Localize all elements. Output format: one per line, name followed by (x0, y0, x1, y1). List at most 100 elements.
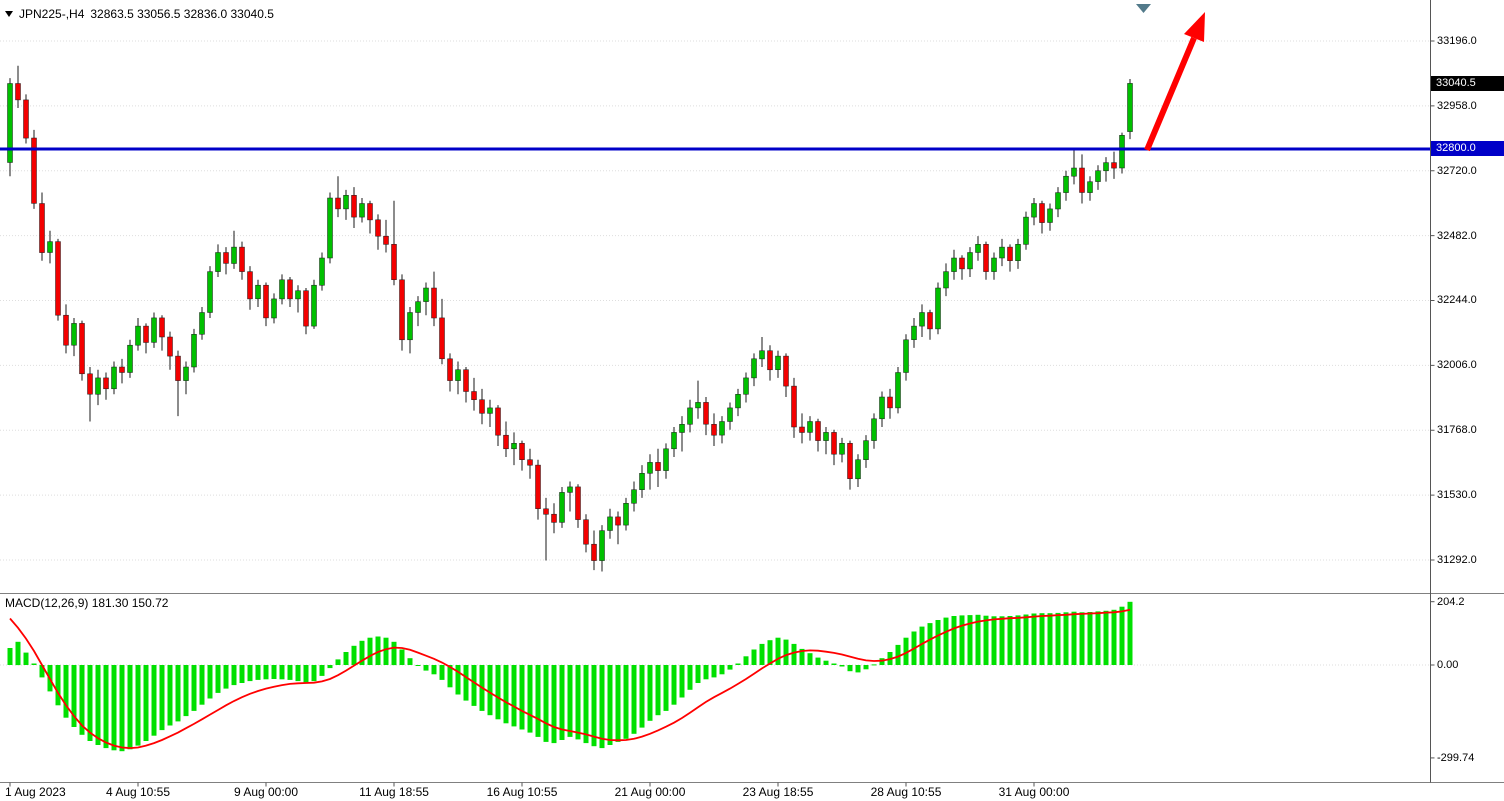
chart-ohlc-header: JPN225-,H4 32863.5 33056.5 32836.0 33040… (5, 7, 274, 21)
candle-body (1007, 246, 1013, 261)
macd-histogram-bar (63, 665, 69, 718)
macd-histogram-bar (991, 616, 997, 665)
price-axis-label: 31768.0 (1437, 424, 1477, 437)
macd-histogram-bar (735, 663, 741, 665)
macd-histogram-bar (679, 665, 685, 698)
macd-histogram-bar (567, 665, 573, 737)
candle-body (999, 246, 1005, 259)
right-price-axis[interactable]: 33196.0 32958.0 32720.0 32482.0 32244.0 32006… (1430, 0, 1504, 782)
macd-histogram-bar (855, 665, 861, 673)
candle-body (1055, 192, 1061, 210)
macd-indicator-label: MACD(12,26,9) 181.30 150.72 (5, 596, 169, 610)
macd-histogram-bar (375, 636, 381, 665)
macd-histogram-bar (975, 614, 981, 665)
macd-histogram-bar (967, 615, 973, 665)
macd-histogram-bar (351, 645, 357, 665)
macd-histogram-bar (191, 665, 197, 711)
candle-body (103, 377, 109, 390)
time-axis[interactable]: 1 Aug 2023 4 Aug 10:55 9 Aug 00:00 11 Aug 1… (0, 782, 1504, 801)
macd-histogram-bar (903, 637, 909, 665)
candle-body (263, 284, 269, 319)
candle-body (1039, 203, 1045, 223)
trend-arrow-shaft[interactable] (1144, 36, 1197, 152)
macd-histogram-bar (327, 665, 333, 669)
current-price-tag: 33040.5 (1431, 75, 1504, 91)
macd-axis-label: 204.2 (1437, 595, 1465, 608)
macd-histogram-bar (815, 657, 821, 665)
candle-body (703, 402, 709, 425)
macd-histogram-bar (575, 665, 581, 740)
candle-body (551, 513, 557, 523)
candle-body (47, 241, 53, 253)
macd-histogram-bar (687, 665, 693, 690)
candle-body (71, 323, 77, 346)
macd-histogram-bar (559, 665, 565, 740)
macd-histogram-bar (255, 665, 261, 680)
macd-histogram-bar (367, 637, 373, 665)
trend-arrow-head-icon[interactable] (1184, 12, 1205, 42)
macd-histogram-bar (431, 665, 437, 675)
candle-body (63, 314, 69, 346)
macd-histogram-bar (1119, 606, 1125, 665)
candle-body (943, 271, 949, 289)
candle-body (399, 279, 405, 341)
macd-histogram-bar (615, 665, 621, 742)
macd-histogram-bar (663, 665, 669, 711)
candle-body (135, 325, 141, 346)
macd-histogram-bar (391, 641, 397, 666)
macd-histogram-bar (383, 637, 389, 665)
candle-body (927, 312, 933, 330)
price-axis-label: 32720.0 (1437, 164, 1477, 177)
candle-body (615, 516, 621, 526)
candle-body (295, 290, 301, 300)
macd-histogram-bar (111, 665, 117, 751)
macd-histogram-bar (719, 665, 725, 675)
macd-histogram-bar (143, 665, 149, 741)
candle-body (191, 334, 197, 368)
macd-histogram-bar (1079, 612, 1085, 665)
macd-histogram-bar (15, 641, 21, 666)
time-axis-label: 4 Aug 10:55 (105, 785, 171, 799)
macd-histogram-bar (215, 665, 221, 693)
macd-histogram-bar (439, 665, 445, 680)
candle-body (231, 246, 237, 264)
object-anchor-marker-icon[interactable] (1136, 4, 1151, 13)
macd-histogram-bar (279, 665, 285, 680)
candle-body (1111, 162, 1117, 169)
macd-histogram-bar (1111, 609, 1117, 665)
macd-histogram-bar (511, 665, 517, 727)
candle-body (903, 339, 909, 373)
price-axis-label: 32006.0 (1437, 359, 1477, 372)
macd-histogram-bar (1039, 613, 1045, 665)
macd-histogram-bar (415, 665, 421, 666)
candle-body (255, 284, 261, 300)
dropdown-triangle-icon[interactable] (5, 11, 13, 17)
macd-histogram-bar (743, 656, 749, 665)
time-axis-label: 23 Aug 18:55 (742, 785, 814, 799)
candle-body (711, 424, 717, 436)
macd-histogram-bar (271, 665, 277, 679)
candle-body (695, 402, 701, 409)
candle-body (1031, 203, 1037, 218)
candle-body (567, 486, 573, 493)
macd-histogram-bar (1055, 612, 1061, 665)
macd-histogram-bar (103, 665, 109, 749)
macd-signal-line (9, 608, 1131, 750)
candle-body (991, 257, 997, 272)
macd-histogram-bar (591, 665, 597, 747)
macd-histogram-bar (503, 665, 509, 724)
candle-body (719, 421, 725, 436)
macd-histogram-bar (647, 665, 653, 721)
macd-histogram-bar (55, 665, 61, 706)
price-axis-label: 31530.0 (1437, 489, 1477, 502)
macd-histogram-bar (447, 665, 453, 688)
macd-histogram-bar (159, 665, 165, 731)
candle-body (519, 443, 525, 460)
candle-body (343, 195, 349, 210)
macd-histogram-bar (487, 665, 493, 716)
macd-histogram-bar (783, 639, 789, 665)
candle-body (1127, 83, 1133, 132)
macd-histogram-bar (935, 620, 941, 665)
price-axis-label: 32482.0 (1437, 229, 1477, 242)
